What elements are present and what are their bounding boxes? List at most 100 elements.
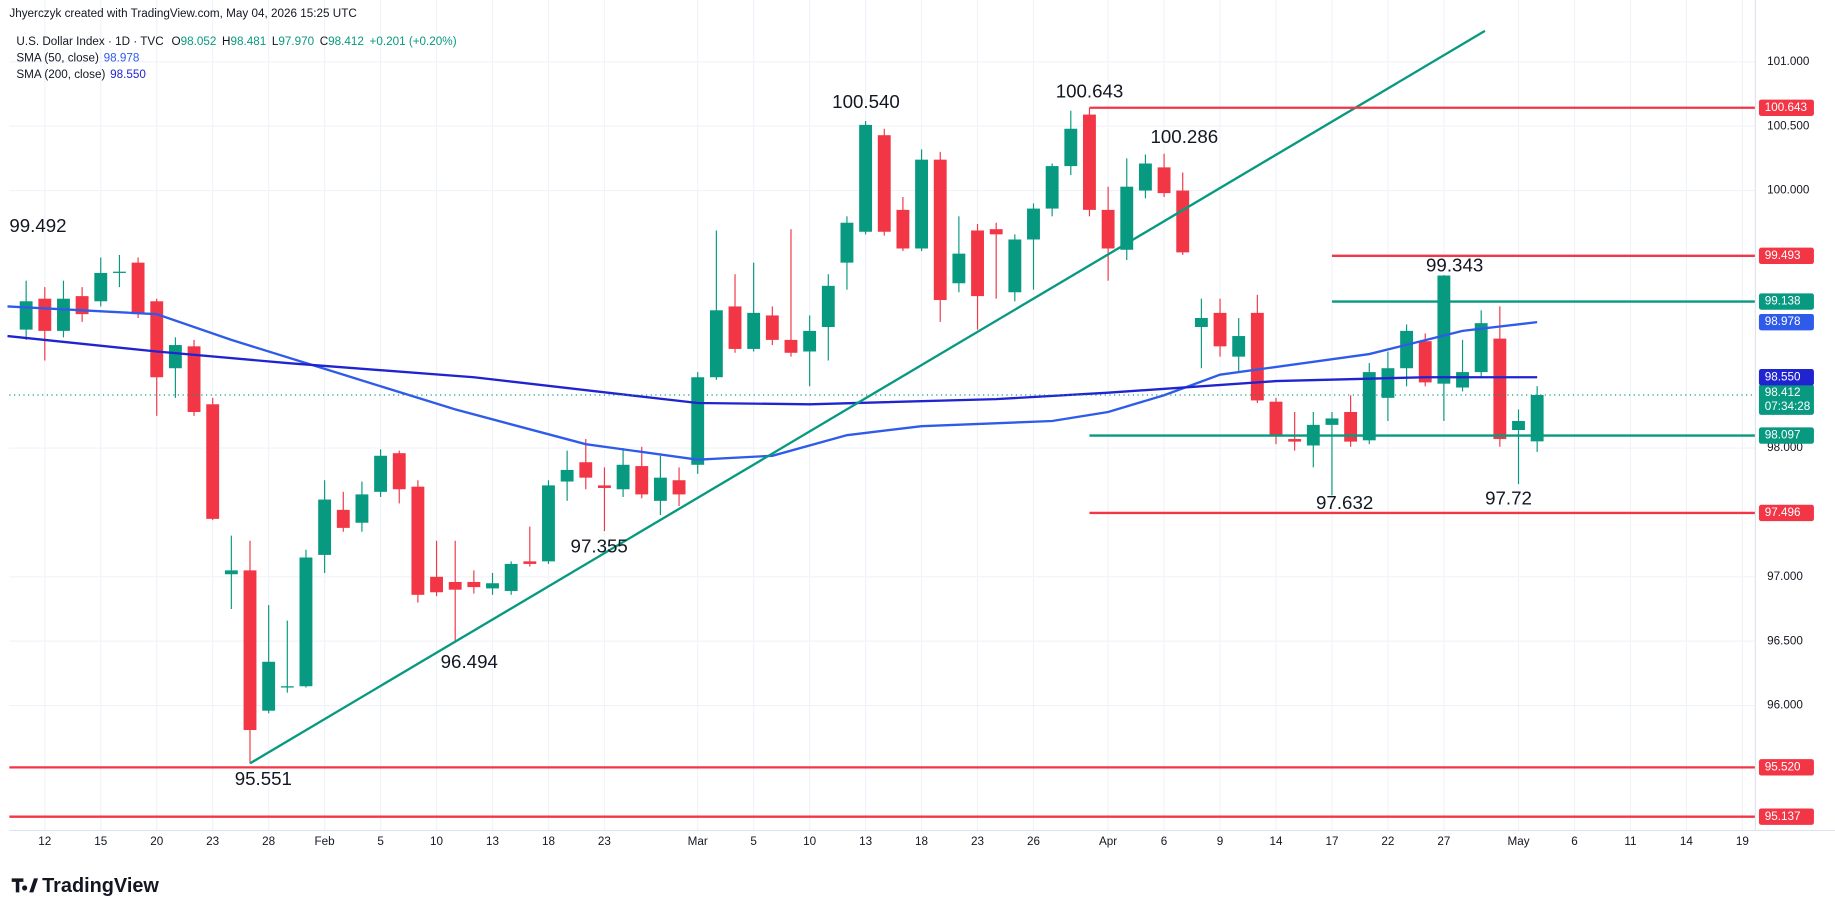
legend-high: 98.481: [230, 35, 266, 48]
sma-value: 98.550: [110, 68, 146, 81]
candle-body: [374, 455, 388, 492]
candle-body: [1325, 418, 1339, 425]
level-label: 99.493: [1765, 249, 1801, 262]
x-tick-label: 20: [150, 835, 164, 848]
legend-change: +0.201 (+0.20%): [370, 35, 457, 48]
candle-body: [1418, 341, 1432, 383]
legend-main: U.S. Dollar Index · 1D · TVC O98.052 H98…: [16, 35, 456, 48]
y-tick-label: 100.500: [1767, 119, 1810, 132]
candle-body: [392, 453, 406, 490]
candle-body: [803, 330, 817, 352]
candle-body: [542, 485, 555, 562]
candle-body: [131, 262, 145, 315]
candle-body: [318, 499, 332, 555]
level-label-box: [1758, 247, 1814, 265]
candle-body: [709, 310, 723, 378]
x-tick-label: 10: [430, 835, 444, 848]
x-tick-label: 22: [1381, 835, 1394, 848]
candle-body: [560, 469, 574, 482]
candle-body: [336, 509, 350, 528]
level-label-box: [1758, 293, 1814, 310]
candle-body: [1362, 372, 1376, 441]
sma-label-box: [1758, 313, 1814, 331]
candle-body: [1083, 114, 1096, 210]
candle-body: [206, 404, 220, 519]
x-tick-label: 5: [377, 835, 384, 848]
candle-body: [1269, 401, 1283, 436]
last-price-label: 98.412: [1765, 386, 1801, 399]
level-label: 95.520: [1765, 760, 1801, 773]
candle-body: [1474, 323, 1488, 373]
candle-body: [821, 285, 835, 328]
x-tick-label: 13: [486, 835, 499, 848]
x-tick-label: 19: [1736, 835, 1749, 848]
candle-body: [1176, 190, 1190, 253]
sma-line: [7, 334, 1538, 406]
candle-body: [168, 345, 182, 369]
candle-body: [989, 229, 1003, 235]
candle-body: [933, 159, 947, 300]
y-tick-label: 96.500: [1767, 634, 1803, 647]
logo-text: TradingView: [42, 875, 159, 897]
annotation: 95.551: [235, 768, 292, 789]
candle-body: [1157, 167, 1171, 194]
candle-body: [355, 494, 369, 523]
credit: Jhyerczyk created with TradingView.com, …: [9, 7, 356, 20]
level-label-box: [1758, 99, 1814, 116]
legend-key: O: [172, 35, 181, 48]
trendline: [249, 29, 1486, 765]
legend-key: H: [222, 35, 230, 48]
level-label-box: [1758, 808, 1814, 825]
candle-body: [1027, 208, 1040, 240]
candle-body: [1381, 368, 1395, 398]
candle-body: [1288, 439, 1302, 442]
sma-name: SMA (200, close): [16, 68, 105, 81]
candle-body: [1512, 421, 1525, 431]
candle-body: [672, 480, 686, 495]
candle-body: [1194, 318, 1208, 328]
sma-axis-label: 98.978: [1765, 315, 1801, 328]
x-tick-label: 6: [1161, 835, 1168, 848]
candle-body: [243, 570, 257, 731]
symbol: U.S. Dollar Index · 1D · TVC: [16, 35, 163, 48]
candle-body: [915, 159, 929, 249]
candle-body: [262, 661, 276, 711]
candle-body: [896, 209, 910, 249]
last-price-box: [1758, 384, 1814, 415]
candle-body: [1530, 395, 1544, 442]
candle-body: [38, 298, 52, 331]
candle-body: [150, 301, 164, 378]
x-tick-label: 18: [542, 835, 555, 848]
x-tick-label: 23: [971, 835, 984, 848]
sma-label-box: [1758, 369, 1814, 386]
x-tick-label: May: [1507, 835, 1529, 848]
candle-body: [224, 570, 238, 575]
annotation: 97.72: [1485, 487, 1532, 508]
level-label-box: [1758, 427, 1814, 444]
candle-body: [1493, 338, 1507, 440]
y-tick-label: 101.000: [1767, 55, 1810, 68]
annotation: 100.643: [1056, 80, 1124, 101]
candle-body: [691, 377, 705, 465]
x-tick-label: 18: [915, 835, 928, 848]
x-tick-label: 5: [750, 835, 757, 848]
annotation: 96.494: [441, 651, 498, 672]
logo-mark: [11, 878, 39, 893]
sma-axis-label: 98.550: [1765, 370, 1801, 383]
legend-open: 98.052: [181, 35, 217, 48]
level-label: 97.496: [1765, 506, 1801, 519]
x-tick-label: 12: [38, 835, 51, 848]
x-tick-label: 23: [206, 835, 219, 848]
candle-body: [57, 298, 70, 331]
candle-body: [1008, 239, 1022, 293]
x-tick-label: Feb: [315, 835, 336, 848]
candle-body: [504, 563, 518, 591]
annotation: 100.540: [832, 91, 900, 112]
candle-body: [840, 222, 854, 263]
legend-sma200: SMA (200, close) 98.550: [16, 68, 146, 81]
legend-key: L: [272, 35, 279, 48]
candle-body: [448, 581, 462, 590]
candle-body: [19, 301, 33, 330]
